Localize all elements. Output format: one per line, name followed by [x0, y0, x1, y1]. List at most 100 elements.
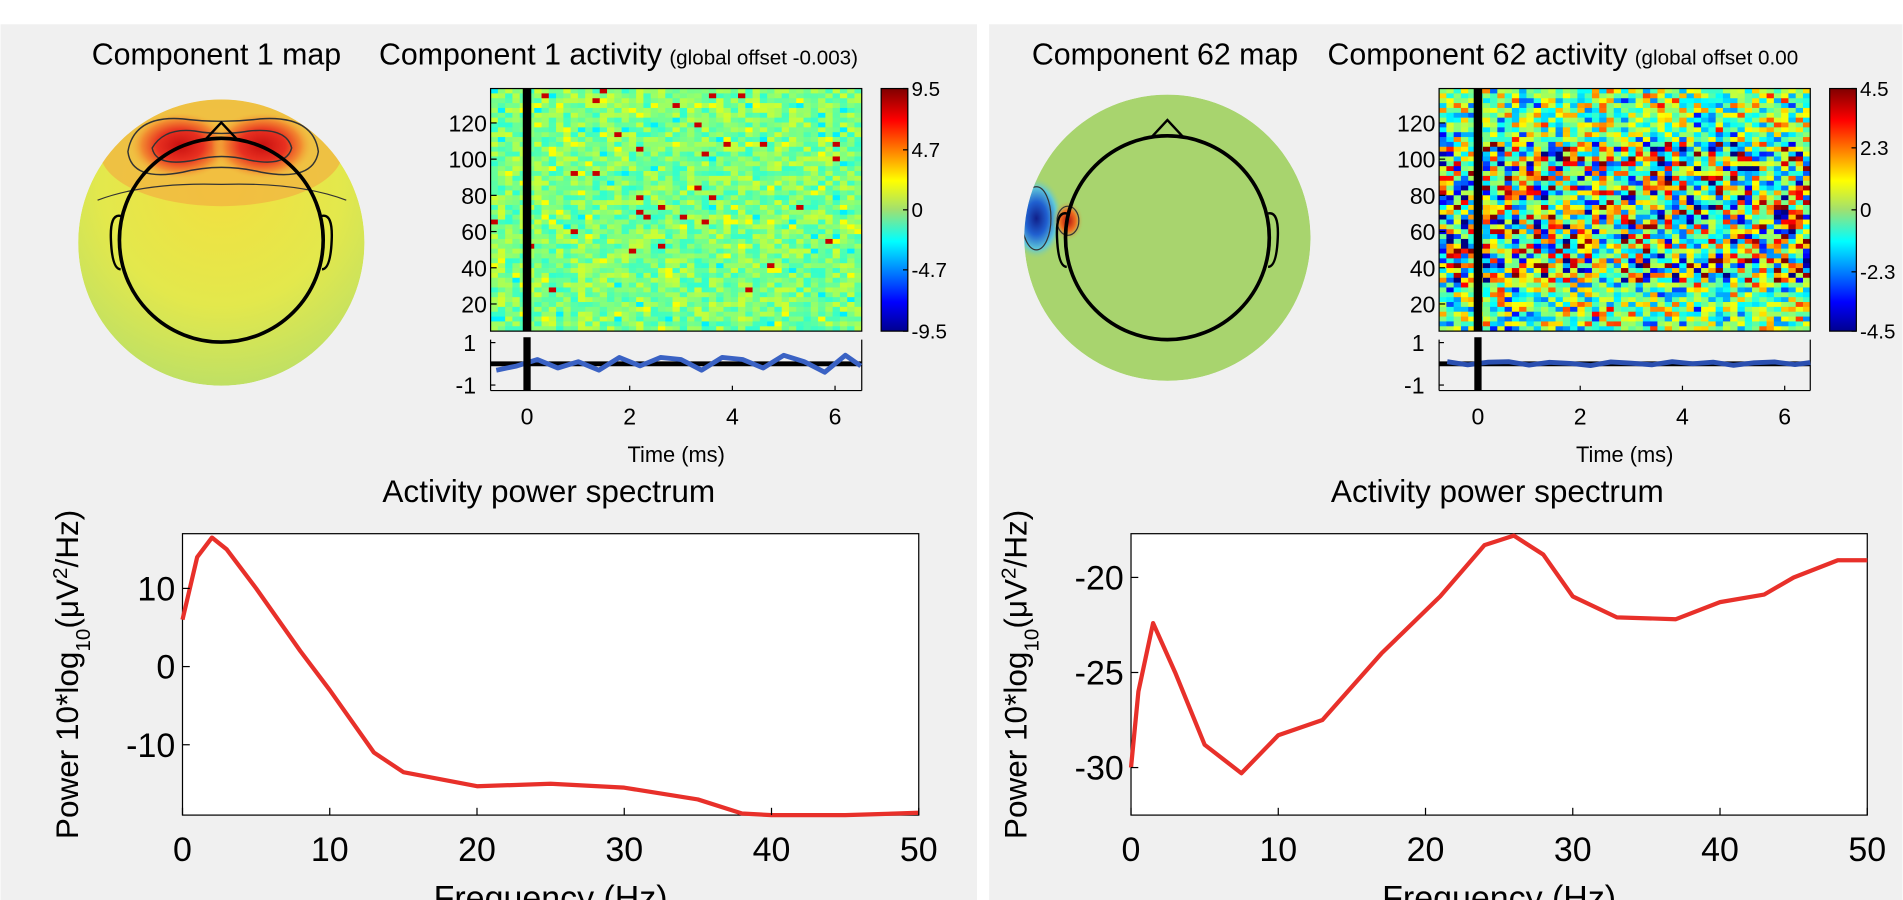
heatmap-cell	[811, 297, 819, 302]
heatmap-cell	[1643, 127, 1651, 132]
heatmap-cell	[1781, 244, 1789, 249]
heatmap-cell	[782, 147, 790, 152]
heatmap-cell	[673, 161, 681, 166]
heatmap-cell	[614, 147, 622, 152]
heatmap-cell	[709, 302, 717, 307]
heatmap-cell	[1505, 156, 1513, 161]
heatmap-cell	[767, 254, 775, 259]
heatmap-cell	[818, 161, 826, 166]
heatmap-cell	[854, 254, 862, 259]
heatmap-cell	[1439, 152, 1447, 157]
heatmap-cell	[1461, 239, 1469, 244]
heatmap-cell	[1796, 142, 1804, 147]
heatmap-cell	[738, 249, 746, 254]
heatmap-cell	[585, 98, 593, 103]
heatmap-cell	[1621, 254, 1629, 259]
heatmap-cell	[753, 278, 761, 283]
heatmap-cell	[1534, 147, 1542, 152]
heatmap-cell	[498, 103, 506, 108]
heatmap-cell	[643, 297, 651, 302]
heatmap-cell	[1672, 200, 1680, 205]
heatmap-cell	[1767, 186, 1775, 191]
heatmap-cell	[1628, 147, 1636, 152]
heatmap-cell	[774, 132, 782, 137]
heatmap-cell	[651, 195, 659, 200]
heatmap-cell	[723, 195, 731, 200]
heatmap-cell	[1556, 287, 1564, 292]
heatmap-cell	[1599, 220, 1607, 225]
heatmap-cell	[1461, 171, 1469, 176]
heatmap-cell	[1708, 181, 1716, 186]
heatmap-cell	[1657, 118, 1665, 123]
heatmap-cell	[1636, 297, 1644, 302]
heatmap-cell	[833, 249, 841, 254]
heatmap-cell	[1679, 161, 1687, 166]
heatmap-cell	[811, 103, 819, 108]
heatmap-cell	[731, 249, 739, 254]
heatmap-cell	[1803, 113, 1811, 118]
heatmap-cell	[738, 195, 746, 200]
heatmap-cell	[1745, 142, 1753, 147]
heatmap-cell	[571, 249, 579, 254]
heatmap-cell	[1497, 190, 1505, 195]
heatmap-cell	[1439, 186, 1447, 191]
heatmap-cell	[534, 292, 542, 297]
heatmap-cell	[1534, 297, 1542, 302]
heatmap-cell	[1548, 292, 1556, 297]
heatmap-cell	[1752, 108, 1760, 113]
heatmap-cell	[840, 312, 848, 317]
heatmap-cell	[745, 98, 753, 103]
heatmap-cell	[1672, 268, 1680, 273]
heatmap-cell	[1577, 108, 1585, 113]
heatmap-cell	[1679, 118, 1687, 123]
heatmap-cell	[512, 249, 520, 254]
heatmap-cell	[1716, 287, 1724, 292]
heatmap-cell	[585, 254, 593, 259]
heatmap-cell	[738, 156, 746, 161]
heatmap-cell	[592, 181, 600, 186]
heatmap-cell	[1788, 278, 1796, 283]
heatmap-cell	[636, 98, 644, 103]
heatmap-cell	[1657, 176, 1665, 181]
heatmap-cell	[1781, 98, 1789, 103]
heatmap-cell	[1672, 210, 1680, 215]
heatmap-cell	[767, 263, 775, 268]
heatmap-cell	[1541, 190, 1549, 195]
heatmap-cell	[1774, 166, 1782, 171]
heatmap-cell	[622, 132, 630, 137]
heatmap-cell	[753, 98, 761, 103]
heatmap-cell	[1505, 283, 1513, 288]
heatmap-cell	[512, 287, 520, 292]
heatmap-cell	[1730, 302, 1738, 307]
heatmap-cell	[1483, 307, 1491, 312]
heatmap-cell	[1614, 292, 1622, 297]
heatmap-cell	[1628, 302, 1636, 307]
heatmap-cell	[1519, 278, 1527, 283]
heatmap-cell	[745, 278, 753, 283]
heatmap-cell	[592, 287, 600, 292]
heatmap-cell	[1512, 307, 1520, 312]
heatmap-cell	[1650, 273, 1658, 278]
heatmap-cell	[643, 234, 651, 239]
heatmap-cell	[1490, 123, 1498, 128]
heatmap-cell	[1694, 103, 1702, 108]
heatmap-cell	[745, 103, 753, 108]
heatmap-cell	[1701, 229, 1709, 234]
heatmap-cell	[1614, 123, 1622, 128]
heatmap-cell	[1752, 152, 1760, 157]
heatmap-cell	[716, 98, 724, 103]
heatmap-cell	[1577, 161, 1585, 166]
heatmap-cell	[549, 152, 557, 157]
heatmap-cell	[1614, 302, 1622, 307]
heatmap-cell	[789, 312, 797, 317]
heatmap-cell	[796, 103, 804, 108]
heatmap-cell	[1796, 171, 1804, 176]
heatmap-cell	[1454, 190, 1462, 195]
heatmap-cell	[534, 220, 542, 225]
heatmap-cell	[1439, 132, 1447, 137]
heatmap-cell	[1628, 273, 1636, 278]
heatmap-cell	[1526, 234, 1534, 239]
heatmap-cell	[745, 152, 753, 157]
heatmap-cell	[1606, 268, 1614, 273]
heatmap-cell	[702, 132, 710, 137]
